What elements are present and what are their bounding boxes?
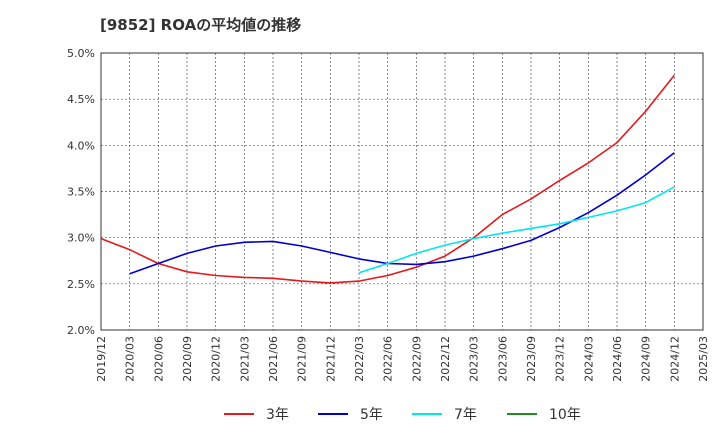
x-tick-label: 2019/12 xyxy=(95,336,108,382)
x-tick-label: 2025/03 xyxy=(697,336,710,382)
x-tick-label: 2020/03 xyxy=(124,336,137,382)
x-axis-ticks: 2019/12 2020/03 2020/06 2020/09 2020/12 2021/… xyxy=(95,336,710,382)
y-tick-label: 4.0% xyxy=(67,139,95,152)
y-tick-label: 3.5% xyxy=(67,186,95,199)
grid-lines xyxy=(101,53,703,330)
series-line-0 xyxy=(100,74,675,284)
legend-label: 7年 xyxy=(454,407,477,423)
legend-label: 3年 xyxy=(266,407,289,423)
legend-label: 5年 xyxy=(360,407,383,423)
chart-title: [9852] ROAの平均値の推移 xyxy=(100,16,302,34)
series-line-2 xyxy=(358,186,675,274)
x-tick-label: 2022/03 xyxy=(353,336,366,382)
x-tick-label: 2020/09 xyxy=(181,336,194,382)
legend-label: 10年 xyxy=(549,407,581,423)
x-tick-label: 2021/12 xyxy=(324,336,337,382)
x-tick-label: 2024/09 xyxy=(640,336,653,382)
series-lines xyxy=(100,74,675,284)
x-tick-label: 2021/06 xyxy=(267,336,280,382)
legend: 3年 5年 7年 10年 xyxy=(224,407,581,423)
y-tick-label: 2.5% xyxy=(67,278,95,291)
y-tick-label: 4.5% xyxy=(67,93,95,106)
x-tick-label: 2022/06 xyxy=(382,336,395,382)
x-tick-label: 2023/03 xyxy=(468,336,481,382)
x-tick-label: 2020/06 xyxy=(152,336,165,382)
y-tick-label: 3.0% xyxy=(67,232,95,245)
x-tick-label: 2024/12 xyxy=(668,336,681,382)
y-axis-ticks: 2.0% 2.5% 3.0% 3.5% 4.0% 4.5% 5.0% xyxy=(67,47,95,337)
x-tick-label: 2023/09 xyxy=(525,336,538,382)
x-tick-label: 2023/12 xyxy=(554,336,567,382)
x-tick-label: 2021/03 xyxy=(238,336,251,382)
x-tick-label: 2024/06 xyxy=(611,336,624,382)
x-tick-label: 2022/09 xyxy=(410,336,423,382)
y-tick-label: 2.0% xyxy=(67,324,95,337)
x-tick-label: 2020/12 xyxy=(210,336,223,382)
x-tick-label: 2023/06 xyxy=(496,336,509,382)
plot-frame xyxy=(100,52,704,331)
series-line-1 xyxy=(129,152,675,275)
x-tick-label: 2021/09 xyxy=(296,336,309,382)
y-tick-label: 5.0% xyxy=(67,47,95,60)
x-tick-label: 2022/12 xyxy=(439,336,452,382)
x-tick-label: 2024/03 xyxy=(582,336,595,382)
